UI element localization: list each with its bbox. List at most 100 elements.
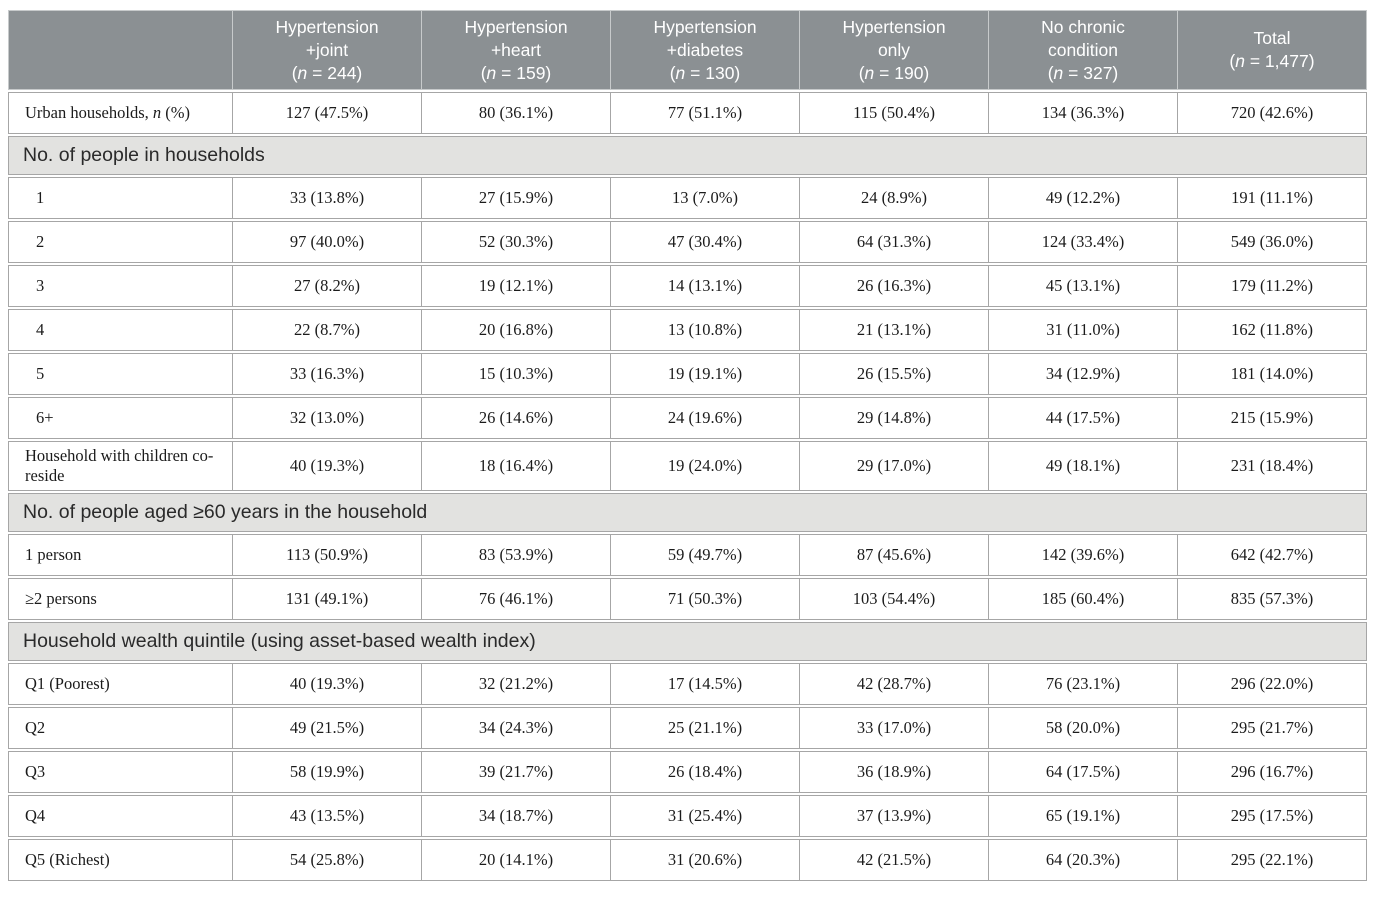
- data-cell: 49 (18.1%): [989, 441, 1178, 492]
- column-title: Hypertension +heart: [464, 17, 568, 60]
- corner-header-cell: [8, 10, 233, 91]
- row-label: Household with children co-reside: [8, 441, 233, 492]
- column-header: Hypertension +joint (n = 244): [233, 10, 422, 91]
- data-cell: 18 (16.4%): [422, 441, 611, 492]
- data-cell: 124 (33.4%): [989, 221, 1178, 264]
- column-header: Hypertension only (n = 190): [800, 10, 989, 91]
- data-cell: 39 (21.7%): [422, 751, 611, 794]
- row-label: 3: [8, 265, 233, 308]
- data-cell: 295 (22.1%): [1178, 839, 1367, 882]
- row-label: 4: [8, 309, 233, 352]
- data-cell: 37 (13.9%): [800, 795, 989, 838]
- table-row: Q2 49 (21.5%) 34 (24.3%) 25 (21.1%) 33 (17.0…: [8, 707, 1367, 750]
- row-label: Q1 (Poorest): [8, 663, 233, 706]
- section-label: Household wealth quintile (using asset-b…: [8, 622, 1367, 662]
- table-row: 3 27 (8.2%) 19 (12.1%) 14 (13.1%) 26 (16.3%)…: [8, 265, 1367, 308]
- row-label: 6+: [8, 397, 233, 440]
- data-cell: 22 (8.7%): [233, 309, 422, 352]
- header-row: Hypertension +joint (n = 244) Hypertension +…: [8, 10, 1367, 91]
- data-cell: 179 (11.2%): [1178, 265, 1367, 308]
- data-cell: 97 (40.0%): [233, 221, 422, 264]
- data-cell: 19 (19.1%): [611, 353, 800, 396]
- row-label: Q5 (Richest): [8, 839, 233, 882]
- data-cell: 31 (11.0%): [989, 309, 1178, 352]
- data-cell: 19 (12.1%): [422, 265, 611, 308]
- data-cell: 52 (30.3%): [422, 221, 611, 264]
- data-cell: 17 (14.5%): [611, 663, 800, 706]
- data-cell: 231 (18.4%): [1178, 441, 1367, 492]
- data-cell: 13 (7.0%): [611, 177, 800, 220]
- data-cell: 42 (21.5%): [800, 839, 989, 882]
- data-cell: 36 (18.9%): [800, 751, 989, 794]
- column-header: Total (n = 1,477): [1178, 10, 1367, 91]
- data-cell: 34 (18.7%): [422, 795, 611, 838]
- data-cell: 215 (15.9%): [1178, 397, 1367, 440]
- table-row: 5 33 (16.3%) 15 (10.3%) 19 (19.1%) 26 (15.5%…: [8, 353, 1367, 396]
- table-row: 6+ 32 (13.0%) 26 (14.6%) 24 (19.6%) 29 (14.8…: [8, 397, 1367, 440]
- column-n-count: (n = 327): [1047, 62, 1119, 83]
- data-cell: 103 (54.4%): [800, 578, 989, 621]
- column-header: Hypertension +diabetes (n = 130): [611, 10, 800, 91]
- data-cell: 80 (36.1%): [422, 92, 611, 135]
- data-cell: 32 (21.2%): [422, 663, 611, 706]
- row-label: 1 person: [8, 534, 233, 577]
- data-cell: 24 (8.9%): [800, 177, 989, 220]
- table-row: 4 22 (8.7%) 20 (16.8%) 13 (10.8%) 21 (13.1%)…: [8, 309, 1367, 352]
- column-title: Hypertension +joint: [275, 17, 379, 60]
- data-cell: 49 (21.5%): [233, 707, 422, 750]
- data-cell: 134 (36.3%): [989, 92, 1178, 135]
- row-label: ≥2 persons: [8, 578, 233, 621]
- section-row: No. of people in households: [8, 136, 1367, 176]
- data-cell: 31 (25.4%): [611, 795, 800, 838]
- table-body: Urban households, n (%) 127 (47.5%) 80 (36…: [8, 92, 1367, 882]
- data-cell: 32 (13.0%): [233, 397, 422, 440]
- data-cell: 21 (13.1%): [800, 309, 989, 352]
- row-label: Urban households, n (%): [8, 92, 233, 135]
- row-label: Q3: [8, 751, 233, 794]
- data-cell: 296 (16.7%): [1178, 751, 1367, 794]
- table-row: Urban households, n (%) 127 (47.5%) 80 (36…: [8, 92, 1367, 135]
- data-cell: 26 (15.5%): [800, 353, 989, 396]
- data-cell: 34 (24.3%): [422, 707, 611, 750]
- data-cell: 71 (50.3%): [611, 578, 800, 621]
- data-cell: 40 (19.3%): [233, 441, 422, 492]
- data-cell: 115 (50.4%): [800, 92, 989, 135]
- table-row: Q3 58 (19.9%) 39 (21.7%) 26 (18.4%) 36 (18.9…: [8, 751, 1367, 794]
- table-row: 1 33 (13.8%) 27 (15.9%) 13 (7.0%) 24 (8.9%) 4…: [8, 177, 1367, 220]
- row-label: 5: [8, 353, 233, 396]
- data-cell: 25 (21.1%): [611, 707, 800, 750]
- data-cell: 26 (14.6%): [422, 397, 611, 440]
- data-cell: 19 (24.0%): [611, 441, 800, 492]
- data-cell: 64 (31.3%): [800, 221, 989, 264]
- data-cell: 296 (22.0%): [1178, 663, 1367, 706]
- data-cell: 64 (20.3%): [989, 839, 1178, 882]
- data-cell: 45 (13.1%): [989, 265, 1178, 308]
- column-title: Hypertension only: [842, 17, 946, 60]
- row-label: Q4: [8, 795, 233, 838]
- table-row: Q5 (Richest) 54 (25.8%) 20 (14.1%) 31 (20.6…: [8, 839, 1367, 882]
- data-cell: 15 (10.3%): [422, 353, 611, 396]
- data-cell: 58 (20.0%): [989, 707, 1178, 750]
- row-label: Q2: [8, 707, 233, 750]
- column-title: Hypertension +diabetes: [653, 17, 757, 60]
- table-row: 2 97 (40.0%) 52 (30.3%) 47 (30.4%) 64 (31.3%…: [8, 221, 1367, 264]
- household-characteristics-table: Hypertension +joint (n = 244) Hypertension +…: [8, 8, 1367, 883]
- data-cell: 49 (12.2%): [989, 177, 1178, 220]
- data-cell: 24 (19.6%): [611, 397, 800, 440]
- data-cell: 20 (16.8%): [422, 309, 611, 352]
- column-title: No chronic condition: [1041, 17, 1125, 60]
- data-cell: 642 (42.7%): [1178, 534, 1367, 577]
- data-cell: 181 (14.0%): [1178, 353, 1367, 396]
- data-cell: 549 (36.0%): [1178, 221, 1367, 264]
- data-cell: 20 (14.1%): [422, 839, 611, 882]
- table-header: Hypertension +joint (n = 244) Hypertension +…: [8, 10, 1367, 91]
- data-cell: 87 (45.6%): [800, 534, 989, 577]
- data-cell: 76 (23.1%): [989, 663, 1178, 706]
- column-n-count: (n = 1,477): [1229, 51, 1315, 72]
- data-cell: 31 (20.6%): [611, 839, 800, 882]
- data-cell: 295 (17.5%): [1178, 795, 1367, 838]
- table-row: Household with children co-reside 40 (19.…: [8, 441, 1367, 492]
- section-label: No. of people in households: [8, 136, 1367, 176]
- column-n-count: (n = 244): [291, 62, 363, 83]
